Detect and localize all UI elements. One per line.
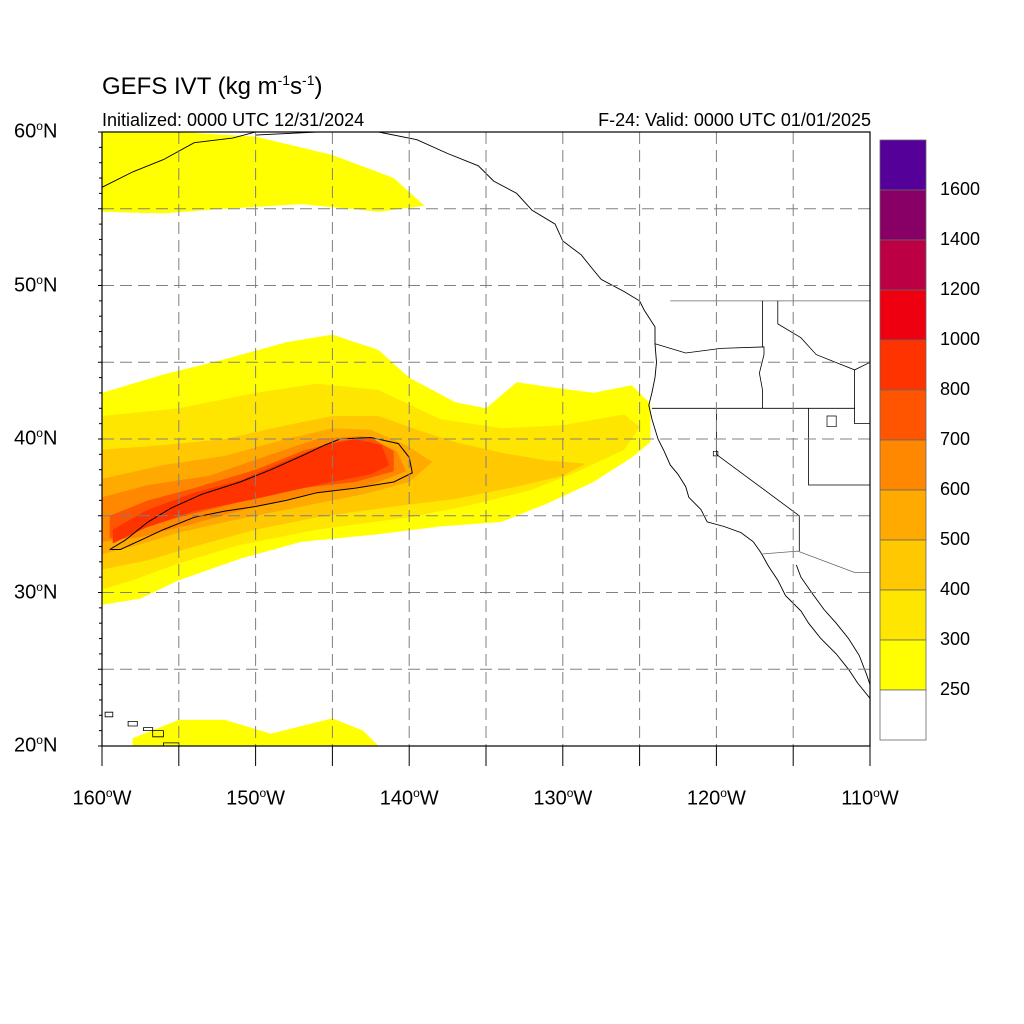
hawaii-island <box>162 742 180 746</box>
hawaii-island <box>127 721 138 727</box>
grid-layer <box>102 132 870 746</box>
colorbar-swatch <box>879 289 927 341</box>
colorbar-label: 800 <box>940 379 971 399</box>
lon-label: 160oW <box>72 786 132 810</box>
colorbar-swatch <box>879 139 927 191</box>
hawaii-island <box>104 711 114 718</box>
title-exp2: -1 <box>302 72 315 88</box>
lat-label: 30oN <box>14 579 58 604</box>
colorbar-label: 1400 <box>940 229 981 249</box>
lat-label: 60oN <box>14 119 58 143</box>
colorbar-label: 1200 <box>940 279 981 299</box>
title-exp1: -1 <box>277 72 291 88</box>
title-mid: s <box>290 73 303 100</box>
lake-outline <box>826 415 837 428</box>
west-coastline <box>255 132 870 699</box>
colorbar-swatch <box>879 239 927 291</box>
map-title: GEFS IVT (kg m-1s-1) <box>102 72 323 101</box>
colorbar-swatch <box>879 489 927 541</box>
colorbar-label: 300 <box>940 629 971 649</box>
lon-label: 150oW <box>226 786 286 810</box>
gulf-of-california-coastline <box>795 564 870 685</box>
us-mexico-border <box>760 550 870 573</box>
colorbar-label: 250 <box>940 679 971 699</box>
map-frame <box>101 131 871 747</box>
state-boundary <box>716 408 800 552</box>
ivt-fill-layer <box>102 132 651 746</box>
colorbar-swatch <box>879 339 927 391</box>
colorbar-swatch <box>879 439 927 491</box>
colorbar-label: 700 <box>940 429 971 449</box>
state-boundary <box>854 369 870 425</box>
lon-label: 140oW <box>379 786 439 810</box>
state-boundary <box>777 300 870 371</box>
colorbar-label: 400 <box>940 579 971 599</box>
lat-label: 50oN <box>14 272 58 297</box>
colorbar-label: 500 <box>940 529 971 549</box>
lon-label: 110oW <box>841 786 899 810</box>
title-close: ) <box>314 73 323 100</box>
colorbar-swatch <box>879 689 927 741</box>
lat-label: 20oN <box>14 733 58 757</box>
state-boundary <box>762 300 764 348</box>
hawaii-island <box>152 730 164 738</box>
geography-layer <box>102 132 870 746</box>
title-main: GEFS IVT (kg m <box>102 73 278 100</box>
colorbar-swatch <box>879 639 927 691</box>
ivt-region-250 <box>102 132 425 214</box>
colorbar-swatch <box>879 539 927 591</box>
colorbar <box>879 139 927 741</box>
lat-label: 40oN <box>14 426 58 450</box>
state-boundary <box>808 408 870 486</box>
subtitle-valid: F-24: Valid: 0000 UTC 01/01/2025 <box>598 110 871 130</box>
colorbar-swatch <box>879 389 927 441</box>
lon-label: 120oW <box>686 786 746 810</box>
colorbar-label: 1000 <box>940 329 981 349</box>
colorbar-swatch <box>879 589 927 641</box>
ivt-region-800 <box>112 439 390 544</box>
colorbar-label: 600 <box>940 479 971 499</box>
state-boundary <box>654 343 765 409</box>
colorbar-swatch <box>879 189 927 241</box>
hawaii-island <box>143 727 154 731</box>
colorbar-label: 1600 <box>940 179 981 199</box>
subtitle-initialized: Initialized: 0000 UTC 12/31/2024 <box>102 110 365 130</box>
lake-outline <box>712 450 719 457</box>
lon-label: 130oW <box>533 786 593 810</box>
